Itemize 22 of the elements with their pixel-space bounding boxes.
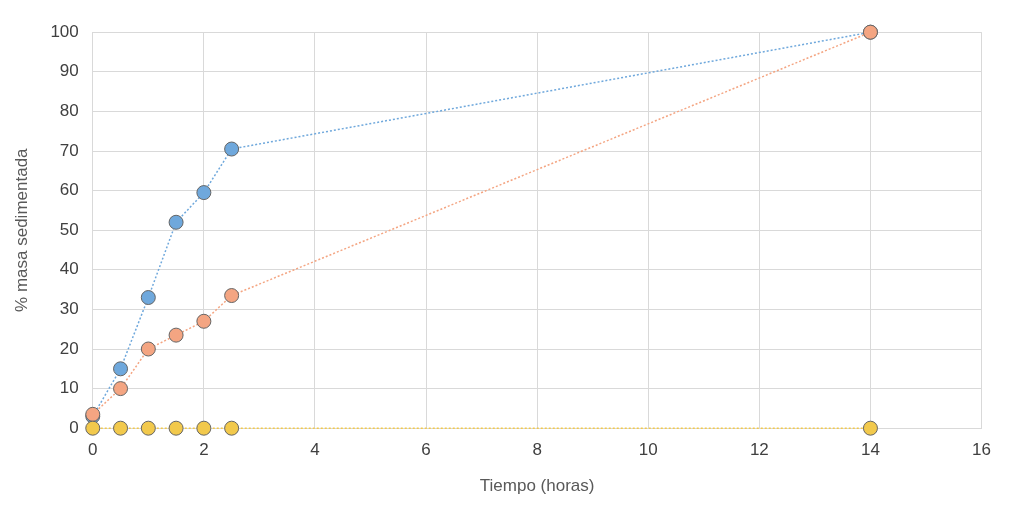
x-tick-label: 2 [199, 440, 209, 460]
x-axis-title: Tiempo (horas) [479, 476, 595, 496]
x-tick-label: 6 [421, 440, 431, 460]
y-tick-label: 50 [59, 219, 79, 239]
y-tick-label: 20 [59, 338, 79, 358]
x-tick-label: 0 [88, 440, 98, 460]
y-tick-label: 10 [59, 378, 79, 398]
y-tick-label: 0 [69, 417, 79, 437]
y-tick-label: 70 [59, 140, 79, 160]
x-tick-label: 16 [972, 440, 992, 460]
y-tick-label: 80 [59, 101, 79, 121]
x-tick-label: 8 [532, 440, 542, 460]
x-tick-label: 12 [749, 440, 769, 460]
y-tick-label: 30 [59, 299, 79, 319]
y-tick-label: 100 [50, 21, 79, 41]
x-tick-label: 14 [860, 440, 880, 460]
y-tick-label: 60 [59, 180, 79, 200]
x-tick-label: 4 [310, 440, 320, 460]
y-tick-label: 40 [59, 259, 79, 279]
x-tick-label: 10 [638, 440, 658, 460]
y-axis-title: % masa sedimentada [11, 147, 31, 312]
y-tick-label: 90 [59, 61, 79, 81]
